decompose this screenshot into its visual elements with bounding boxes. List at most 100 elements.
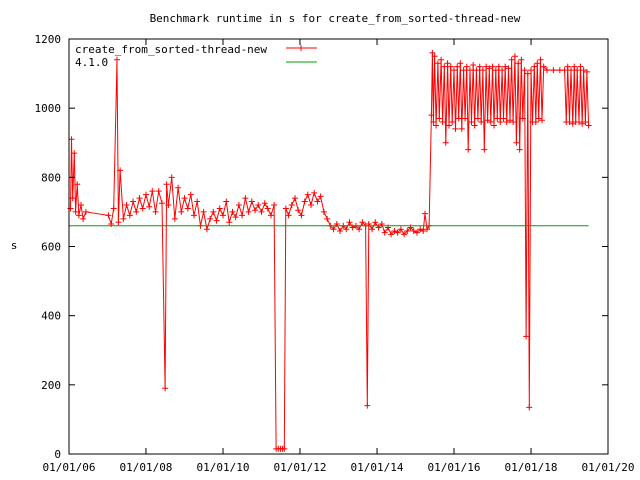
data-point [75, 212, 82, 219]
data-point [248, 198, 255, 205]
data-point [574, 67, 581, 74]
data-point [381, 229, 388, 236]
data-point [110, 205, 117, 212]
data-point [285, 212, 292, 219]
data-point [369, 226, 376, 233]
data-point [364, 402, 371, 409]
data-point [423, 226, 430, 233]
data-point [433, 122, 440, 129]
data-point [499, 67, 506, 74]
x-tick-label: 01/01/06 [43, 461, 96, 474]
data-point [146, 203, 153, 210]
data-point [489, 63, 496, 70]
data-point [372, 219, 379, 226]
data-point [460, 67, 467, 74]
data-point [430, 119, 437, 125]
data-point [503, 119, 510, 125]
y-tick-label: 600 [41, 241, 61, 254]
data-point [120, 215, 127, 222]
data-point [288, 202, 295, 208]
data-point [301, 198, 308, 205]
data-point [213, 217, 220, 224]
data-point [519, 115, 526, 122]
data-point [258, 208, 265, 215]
data-point [216, 205, 223, 212]
data-point [184, 205, 191, 212]
data-point [447, 63, 454, 70]
data-point [471, 122, 478, 129]
data-point [126, 212, 133, 219]
data-point [314, 198, 321, 205]
data-point [149, 188, 156, 195]
data-point [239, 212, 246, 219]
data-point [486, 65, 493, 72]
data-point [524, 70, 531, 77]
data-point [521, 67, 528, 74]
data-point [123, 202, 130, 208]
data-point [171, 215, 178, 222]
data-point [462, 115, 469, 122]
chart-title: Benchmark runtime in s for create_from_s… [150, 12, 521, 25]
data-point [576, 119, 583, 125]
y-axis-label: s [11, 239, 18, 252]
data-point [71, 150, 78, 157]
data-point [74, 181, 81, 188]
data-point [235, 202, 242, 208]
data-point [429, 49, 436, 56]
data-point [158, 200, 165, 207]
data-point [481, 146, 488, 153]
data-point [298, 212, 305, 219]
data-point [467, 67, 474, 74]
data-point [484, 117, 491, 124]
legend-label-series-2: 4.1.0 [75, 56, 108, 69]
data-point [495, 63, 502, 70]
data-point [343, 226, 350, 233]
data-point [577, 63, 584, 70]
data-point [421, 210, 428, 217]
data-point [431, 53, 438, 60]
data-point [178, 208, 185, 215]
data-point [226, 219, 233, 226]
data-point [72, 208, 79, 215]
data-point [413, 229, 420, 236]
x-tick-label: 01/01/18 [505, 461, 558, 474]
data-point [175, 184, 182, 191]
data-point [69, 195, 76, 202]
legend: create_from_sorted-thread-new 4.1.0 [75, 43, 317, 69]
data-point [267, 212, 274, 219]
data-point [320, 208, 327, 215]
data-point [579, 120, 586, 127]
data-point [264, 205, 271, 212]
data-point [245, 208, 252, 215]
data-point [580, 67, 587, 74]
data-point [523, 333, 530, 340]
data-point [483, 63, 490, 70]
data-point [187, 191, 194, 198]
x-tick-label: 01/01/16 [427, 461, 480, 474]
data-point [223, 198, 230, 205]
data-point [516, 146, 523, 153]
data-point [317, 193, 324, 200]
x-tick-label: 01/01/20 [582, 461, 635, 474]
data-point [311, 189, 318, 196]
data-point [271, 202, 278, 208]
data-point [567, 67, 574, 74]
data-point [502, 63, 509, 70]
data-point [388, 231, 395, 238]
data-point [561, 67, 568, 74]
data-point [550, 67, 557, 74]
data-point [420, 227, 427, 234]
legend-label-series-1: create_from_sorted-thread-new [75, 43, 267, 56]
data-point [337, 227, 344, 234]
data-point [346, 219, 353, 226]
data-point [449, 119, 456, 125]
axis-ticks: 0 200 400 600 800 1000 1200 01/01/06 01/01/08 01/… [35, 33, 635, 474]
data-point [526, 404, 533, 411]
data-point [330, 226, 337, 233]
data-point [281, 445, 288, 452]
data-point [397, 226, 404, 233]
data-point [78, 202, 85, 208]
data-point [203, 226, 210, 233]
y-tick-label: 0 [54, 448, 61, 461]
data-point [571, 63, 578, 70]
